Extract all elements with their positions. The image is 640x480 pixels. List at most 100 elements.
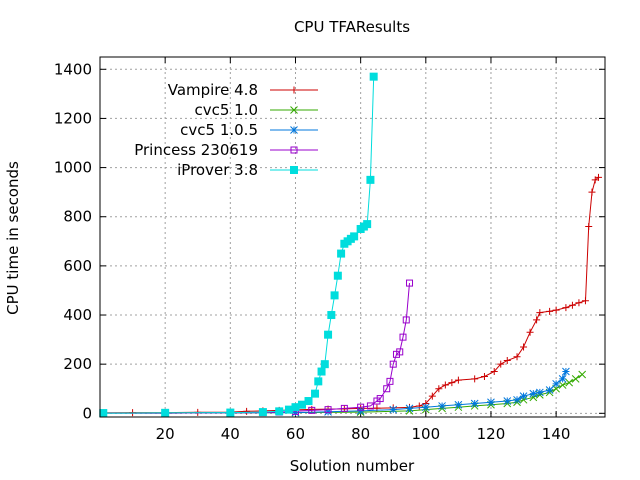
y-tick-label: 0: [82, 404, 92, 422]
y-tick-label: 1400: [54, 60, 92, 78]
data-point: [320, 360, 329, 369]
data-point: [575, 299, 583, 307]
data-point: [454, 400, 463, 409]
series-layer: [99, 72, 602, 418]
series-cvc5-1-0: [99, 370, 587, 417]
chart-title: CPU TFAResults: [294, 18, 410, 36]
data-point: [571, 375, 580, 383]
data-point: [435, 385, 443, 393]
y-tick-label: 800: [63, 208, 92, 226]
y-tick-label: 400: [63, 306, 92, 324]
grid-lines: [100, 57, 605, 417]
data-point: [529, 393, 538, 402]
y-tick-label: 600: [63, 257, 92, 275]
data-point: [330, 291, 339, 300]
data-point: [503, 356, 511, 364]
series-line: [103, 177, 599, 414]
y-axis-label: CPU time in seconds: [4, 161, 22, 315]
data-point: [340, 404, 348, 412]
series-vampire-4-8: [99, 173, 602, 417]
data-point: [503, 397, 512, 405]
data-point: [389, 360, 397, 368]
data-point: [275, 407, 284, 416]
legend-label: cvc5 1.0.5: [180, 121, 258, 139]
data-point: [406, 279, 414, 287]
data-point: [565, 378, 574, 387]
data-point: [376, 395, 384, 403]
data-point: [533, 316, 541, 324]
data-point: [513, 395, 521, 404]
data-point: [402, 316, 410, 324]
data-point: [578, 370, 587, 379]
data-point: [428, 392, 436, 400]
data-point: [490, 368, 498, 376]
data-point: [471, 375, 479, 383]
data-point: [337, 249, 346, 258]
data-point: [448, 379, 456, 387]
data-point: [311, 389, 320, 398]
legend-marker: [290, 166, 298, 174]
data-point: [291, 403, 300, 412]
data-point: [333, 271, 342, 280]
data-point: [258, 408, 267, 417]
data-point: [519, 392, 528, 400]
data-point: [546, 307, 554, 315]
legend-marker: [290, 106, 298, 114]
data-point: [317, 367, 326, 376]
data-point: [324, 330, 333, 339]
data-point: [415, 402, 423, 410]
data-point: [383, 385, 391, 393]
data-point: [304, 397, 313, 406]
axis-ticks: 20 40 60 80 100 120 14002004006008001000120014…: [54, 57, 605, 443]
data-point: [438, 402, 446, 410]
x-tick-label: 20: [156, 425, 175, 443]
data-point: [324, 407, 332, 416]
data-point: [314, 377, 323, 386]
data-point: [357, 403, 365, 411]
data-point: [535, 388, 544, 397]
y-tick-label: 1000: [54, 159, 92, 177]
data-point: [497, 360, 505, 368]
series-line: [103, 371, 567, 414]
legend-label: Princess 230619: [134, 141, 258, 159]
x-tick-label: 80: [351, 425, 370, 443]
legend-label: iProver 3.8: [177, 161, 258, 179]
series-line: [103, 374, 583, 414]
data-point: [298, 400, 306, 409]
data-point: [568, 301, 576, 309]
data-point: [366, 402, 374, 410]
x-tick-label: 40: [221, 425, 240, 443]
data-point: [161, 408, 170, 417]
legend-label: Vampire 4.8: [168, 81, 258, 99]
data-point: [529, 389, 538, 398]
data-point: [480, 372, 488, 380]
series-line: [103, 283, 410, 414]
data-point: [369, 72, 378, 81]
data-point: [324, 406, 332, 414]
legend-label: cvc5 1.0: [194, 101, 258, 119]
y-tick-label: 200: [63, 355, 92, 373]
x-tick-label: 120: [477, 425, 506, 443]
legend: Vampire 4.8 cvc5 1.0 cvc5 1.0.5 Princess 23…: [134, 81, 318, 179]
data-point: [99, 409, 108, 418]
data-point: [386, 377, 394, 385]
data-point: [327, 311, 336, 320]
data-point: [526, 328, 534, 336]
data-point: [308, 406, 316, 414]
y-tick-label: 1200: [54, 109, 92, 127]
data-point: [454, 376, 462, 384]
data-point: [585, 223, 593, 231]
data-point: [562, 367, 570, 376]
data-point: [513, 353, 521, 361]
data-point: [441, 381, 449, 389]
data-point: [487, 398, 495, 407]
data-point: [389, 405, 398, 414]
series-princess-230619: [99, 279, 414, 417]
legend-marker: [290, 126, 298, 134]
data-point: [594, 173, 602, 181]
data-point: [581, 297, 589, 305]
data-point: [558, 375, 567, 383]
x-tick-label: 140: [542, 425, 571, 443]
data-point: [552, 379, 560, 388]
